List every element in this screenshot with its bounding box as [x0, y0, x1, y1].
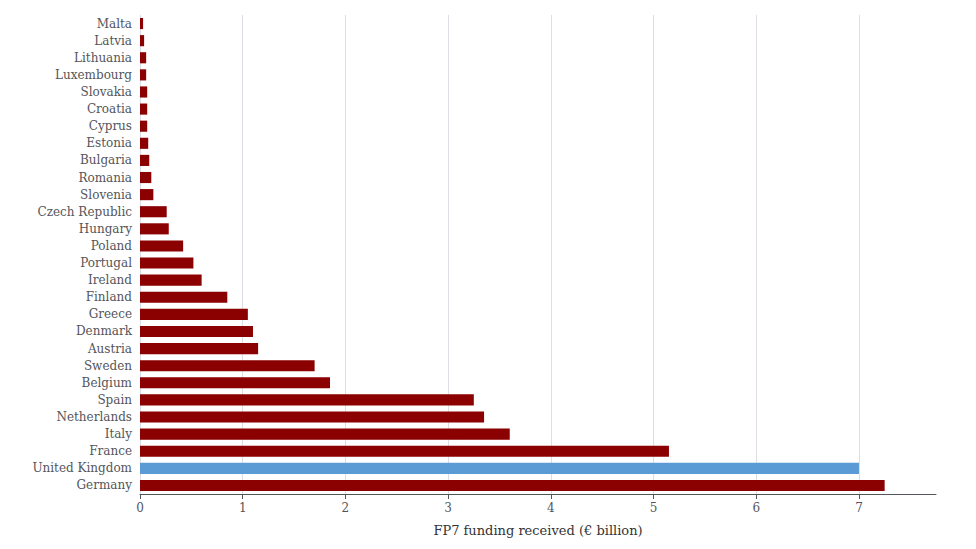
svg-text:Luxembourg: Luxembourg: [55, 68, 132, 82]
svg-text:1: 1: [239, 501, 247, 515]
svg-text:Poland: Poland: [91, 239, 133, 253]
svg-text:Latvia: Latvia: [94, 34, 132, 48]
svg-text:Ireland: Ireland: [88, 273, 132, 287]
svg-text:2: 2: [342, 501, 350, 515]
svg-text:Spain: Spain: [97, 393, 132, 407]
svg-text:3: 3: [444, 501, 452, 515]
svg-text:Greece: Greece: [89, 307, 132, 321]
svg-text:Germany: Germany: [77, 478, 133, 492]
svg-text:Belgium: Belgium: [82, 376, 133, 390]
svg-text:Croatia: Croatia: [87, 102, 132, 116]
svg-text:0: 0: [136, 501, 144, 515]
svg-text:Romania: Romania: [78, 171, 132, 185]
svg-text:Bulgaria: Bulgaria: [80, 153, 132, 167]
svg-text:France: France: [89, 444, 132, 458]
svg-text:Cyprus: Cyprus: [89, 119, 132, 133]
svg-text:Slovakia: Slovakia: [81, 85, 132, 99]
svg-text:Finland: Finland: [86, 290, 133, 304]
svg-text:4: 4: [547, 501, 555, 515]
svg-text:6: 6: [752, 501, 760, 515]
svg-text:Denmark: Denmark: [76, 324, 133, 338]
svg-text:7: 7: [855, 501, 863, 515]
svg-text:Sweden: Sweden: [84, 359, 132, 373]
svg-text:5: 5: [650, 501, 658, 515]
svg-text:Czech Republic: Czech Republic: [38, 205, 133, 219]
svg-text:FP7 funding received (€ billio: FP7 funding received (€ billion): [433, 523, 642, 538]
svg-text:Lithuania: Lithuania: [74, 51, 132, 65]
svg-text:Estonia: Estonia: [86, 136, 132, 150]
svg-text:Malta: Malta: [97, 17, 132, 31]
svg-text:United Kingdom: United Kingdom: [32, 461, 132, 475]
svg-text:Portugal: Portugal: [80, 256, 132, 270]
svg-text:Italy: Italy: [105, 427, 133, 441]
svg-text:Austria: Austria: [87, 342, 132, 356]
svg-text:Hungary: Hungary: [79, 222, 132, 236]
svg-text:Slovenia: Slovenia: [80, 188, 132, 202]
svg-text:Netherlands: Netherlands: [56, 410, 132, 424]
